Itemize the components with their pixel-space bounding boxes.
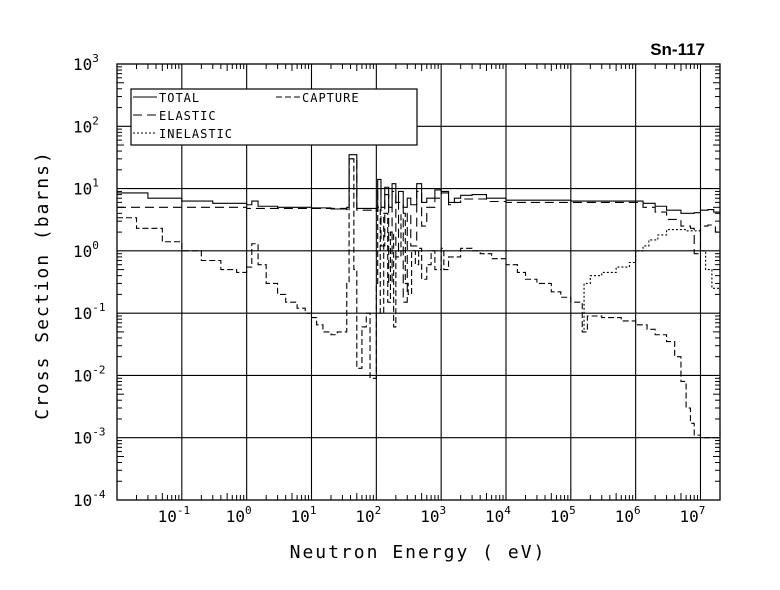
y-tick-base: 10	[73, 366, 92, 385]
x-tick-exponent: 2	[375, 504, 382, 517]
y-tick-label: 102	[73, 114, 99, 136]
chart-title: Sn-117	[650, 40, 705, 59]
y-tick-base: 10	[73, 304, 92, 323]
x-tick-exponent: 4	[504, 504, 511, 517]
x-tick-exponent: 7	[699, 504, 706, 517]
y-tick-label: 10-4	[73, 488, 106, 510]
series-group	[117, 154, 721, 439]
x-tick-label: 102	[355, 504, 381, 526]
series-elastic-line	[117, 158, 721, 303]
tick-labels: 10-1 100 101 102 103 104 105 106 107103102101100…	[73, 52, 705, 526]
y-tick-exponent: -1	[92, 301, 105, 314]
y-tick-base: 10	[73, 117, 92, 136]
x-tick-label: 103	[420, 504, 446, 526]
legend-label-capture: CAPTURE	[302, 91, 360, 105]
x-tick-exponent: -1	[177, 504, 190, 517]
x-tick-exponent: 5	[569, 504, 576, 517]
x-tick-base: 10	[680, 507, 699, 526]
x-tick-label: 100	[226, 504, 252, 526]
x-tick-label: 107	[680, 504, 706, 526]
x-tick-label: 101	[291, 504, 317, 526]
y-tick-label: 100	[73, 239, 99, 261]
x-tick-label: 10-1	[158, 504, 191, 526]
series-capture-line	[117, 158, 721, 439]
x-tick-base: 10	[420, 507, 439, 526]
x-axis-label: Neutron Energy ( eV)	[290, 542, 547, 563]
y-tick-base: 10	[73, 242, 92, 261]
y-tick-label: 10-3	[73, 426, 106, 448]
y-tick-base: 10	[73, 55, 92, 74]
x-tick-base: 10	[550, 507, 569, 526]
x-tick-exponent: 3	[439, 504, 446, 517]
x-tick-base: 10	[291, 507, 310, 526]
x-tick-exponent: 6	[634, 504, 641, 517]
y-tick-exponent: 0	[92, 239, 99, 252]
x-tick-exponent: 1	[310, 504, 317, 517]
x-tick-label: 104	[485, 504, 511, 526]
x-tick-base: 10	[615, 507, 634, 526]
y-tick-label: 10-2	[73, 363, 106, 385]
plot-frame	[116, 63, 721, 501]
series-inelastic-line	[582, 228, 721, 333]
x-tick-label: 105	[550, 504, 576, 526]
x-tick-base: 10	[485, 507, 504, 526]
legend-label-total: TOTAL	[159, 91, 200, 105]
y-tick-base: 10	[73, 491, 92, 510]
y-tick-exponent: 1	[92, 177, 99, 190]
x-tick-exponent: 0	[245, 504, 252, 517]
y-tick-exponent: -4	[92, 488, 106, 501]
series-total-line	[117, 154, 721, 215]
x-tick-label: 106	[615, 504, 641, 526]
y-tick-exponent: -2	[92, 363, 105, 376]
y-tick-base: 10	[73, 429, 92, 448]
y-tick-label: 101	[73, 177, 99, 199]
legend: TOTAL ELASTIC INELASTIC CAPTURE	[130, 88, 418, 146]
y-tick-label: 103	[73, 52, 99, 74]
x-tick-base: 10	[226, 507, 245, 526]
y-tick-exponent: -3	[92, 426, 105, 439]
x-tick-base: 10	[355, 507, 374, 526]
y-tick-label: 10-1	[73, 301, 106, 323]
legend-label-inelastic: INELASTIC	[159, 127, 233, 141]
x-tick-base: 10	[158, 507, 177, 526]
y-tick-base: 10	[73, 180, 92, 199]
legend-box	[130, 88, 418, 146]
legend-label-elastic: ELASTIC	[159, 109, 217, 123]
y-tick-exponent: 2	[92, 114, 99, 127]
y-tick-exponent: 3	[92, 52, 99, 65]
y-axis-label: Cross Section (barns)	[32, 150, 53, 420]
